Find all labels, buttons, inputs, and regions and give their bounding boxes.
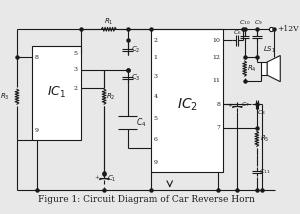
Text: $C_3$: $C_3$: [131, 73, 141, 83]
Polygon shape: [267, 55, 280, 82]
Text: +12V: +12V: [278, 25, 299, 33]
Text: $C_1$: $C_1$: [107, 174, 116, 184]
Text: $IC_2$: $IC_2$: [176, 97, 197, 113]
Text: $C_{10}$: $C_{10}$: [239, 18, 250, 27]
Text: 8: 8: [35, 55, 39, 60]
Text: 11: 11: [212, 78, 220, 83]
Text: $IC_1$: $IC_1$: [47, 85, 66, 101]
Text: 8: 8: [216, 102, 220, 107]
Text: +: +: [94, 175, 99, 180]
Text: $C_4$: $C_4$: [136, 117, 147, 129]
Text: $R_3$: $R_3$: [0, 92, 10, 102]
Text: 7: 7: [216, 125, 220, 130]
Text: 5: 5: [154, 116, 158, 121]
Text: 6: 6: [154, 137, 158, 142]
Text: $C_{11}$: $C_{11}$: [259, 167, 270, 176]
Bar: [261, 62, 267, 75]
Text: $LS_1$: $LS_1$: [263, 45, 276, 55]
Text: +: +: [227, 103, 232, 108]
Text: 2: 2: [154, 38, 158, 43]
Text: 4: 4: [154, 94, 158, 99]
Text: 5: 5: [74, 51, 78, 56]
Text: 2: 2: [74, 86, 78, 91]
Text: $C_6$: $C_6$: [233, 28, 242, 37]
Text: $C_7$: $C_7$: [241, 100, 250, 109]
Text: 1: 1: [154, 55, 158, 60]
Text: 12: 12: [212, 55, 220, 60]
Text: 3: 3: [154, 74, 158, 79]
Text: 9: 9: [154, 160, 158, 165]
Text: $C_9$: $C_9$: [254, 18, 263, 27]
Text: $C_2$: $C_2$: [131, 45, 141, 55]
Bar: [151, 29, 223, 172]
Text: $R_4$: $R_4$: [247, 64, 257, 74]
Text: $R_5$: $R_5$: [260, 134, 269, 144]
Text: 9: 9: [35, 128, 39, 133]
Text: $R_1$: $R_1$: [104, 17, 114, 27]
Bar: [32, 46, 81, 140]
Text: $R_2$: $R_2$: [106, 92, 116, 102]
Text: $C_8$: $C_8$: [257, 108, 266, 117]
Text: Figure 1: Circuit Diagram of Car Reverse Horn: Figure 1: Circuit Diagram of Car Reverse…: [38, 195, 255, 204]
Text: 10: 10: [212, 38, 220, 43]
Text: 3: 3: [74, 67, 78, 72]
